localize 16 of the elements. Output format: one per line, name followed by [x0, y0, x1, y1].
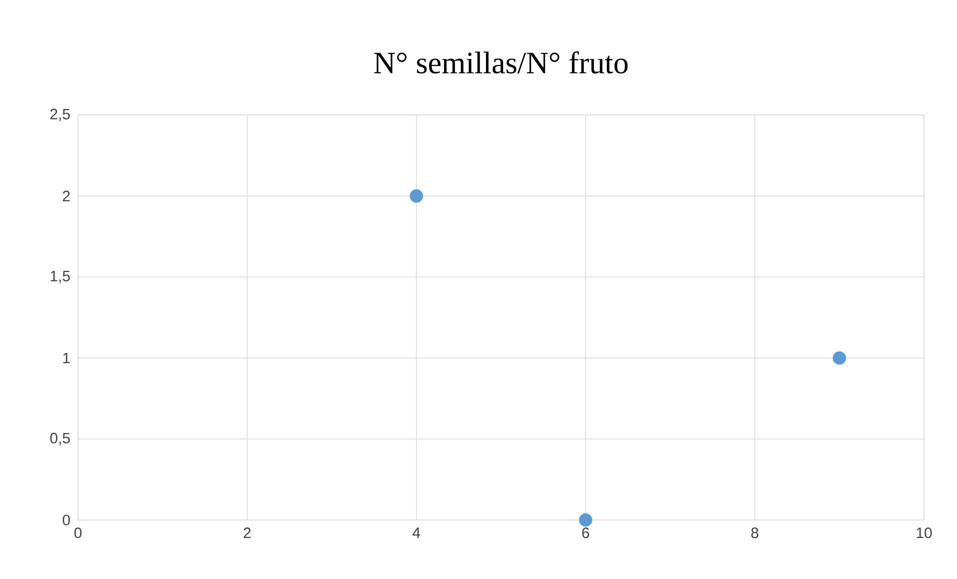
y-tick-label: 2 [62, 190, 70, 202]
y-tick-label: 1 [63, 352, 70, 364]
point [410, 189, 424, 203]
y-tick-label: 2,5 [50, 108, 70, 122]
point [578, 513, 592, 527]
x-tick-label: 6 [582, 528, 590, 538]
chart-title: N° semillas/N° fruto [374, 51, 628, 74]
x-tick-label: 4 [412, 528, 420, 538]
x-tick-label: 2 [244, 528, 251, 538]
point [832, 351, 846, 365]
x-tick-label: 0 [74, 528, 82, 538]
y-tick-label: 0,5 [50, 432, 70, 446]
x-tick-label: 8 [751, 528, 758, 538]
y-tick-label: 1,5 [50, 270, 70, 284]
x-tick-label: 10 [916, 528, 932, 538]
y-tick-label: 0 [62, 514, 70, 526]
